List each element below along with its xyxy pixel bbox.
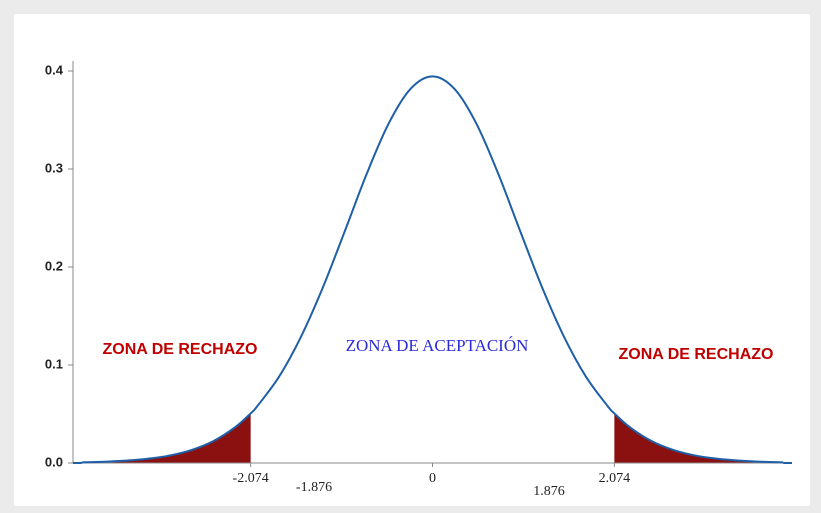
annotation: -1.876 [296,480,332,495]
annotation: ZONA DE ACEPTACIÓN [346,336,529,355]
y-tick-label: 0.0 [45,454,63,469]
y-tick-label: 0.4 [45,62,64,77]
rejection-area-right [614,413,784,463]
x-tick-label: -2.074 [233,471,269,486]
x-tick-label: 0 [429,471,436,486]
annotation: ZONA DE RECHAZO [619,346,774,363]
x-tick-label: 2.074 [599,471,631,486]
rejection-area-left [81,413,251,463]
annotation: 1.876 [533,484,565,499]
y-tick-label: 0.3 [45,160,63,175]
annotation: ZONA DE RECHAZO [103,341,258,358]
y-tick-label: 0.2 [45,258,63,273]
panel [14,14,810,506]
y-tick-label: 0.1 [45,356,63,371]
density-curve [81,75,784,464]
